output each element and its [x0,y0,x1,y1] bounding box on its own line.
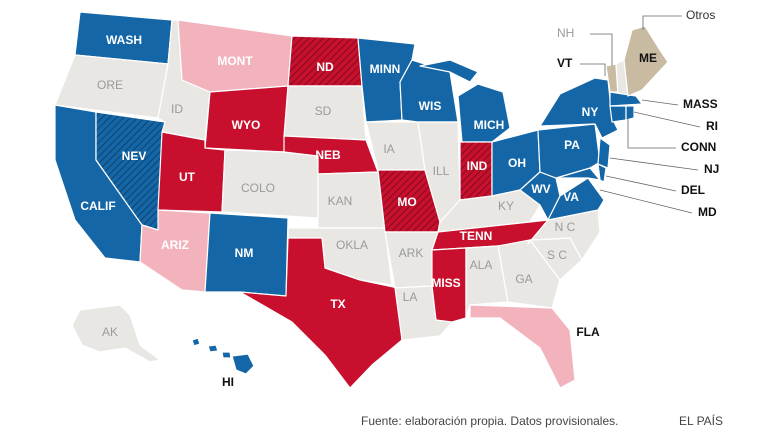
callout-del: DEL [681,183,705,197]
state-ma [609,91,643,107]
state-nj [597,137,611,169]
label-al: ALA [470,258,493,272]
footer-brand: EL PAÍS [679,414,724,428]
label-oh: OH [508,156,526,170]
label-az: ARIZ [161,238,189,252]
label-or: ORE [97,78,123,92]
state-al [465,245,509,319]
label-pa: PA [564,138,580,152]
label-ks: KAN [328,194,353,208]
label-tx: TX [330,297,345,311]
label-wa: WASH [106,33,142,47]
state-hi-2 [207,344,219,353]
callout-conn: CONN [681,140,716,154]
callout-nh: NH [557,26,574,40]
callout-mass: MASS [683,97,718,111]
label-mn: MINN [370,62,401,76]
label-id: ID [171,102,183,116]
label-la: LA [403,290,418,304]
label-il: ILL [433,164,450,178]
label-nd: ND [316,60,334,74]
label-ak: AK [102,325,118,339]
label-mt: MONT [217,54,253,68]
state-fl [469,304,576,389]
callout-nj: NJ [704,162,719,176]
callout-vt: VT [557,56,573,70]
state-ak [71,304,161,363]
callout-md: MD [698,205,717,219]
state-hi-3 [221,351,232,359]
label-va: VA [563,190,579,204]
callout-others: Otros [686,8,715,22]
label-nv: NEV [122,149,147,163]
state-me [623,25,669,97]
label-ca: CALIF [80,199,115,213]
label-nc: N C [555,220,576,234]
label-mo: MO [397,195,416,209]
state-ri [625,105,635,121]
label-mi: MICH [474,118,505,132]
label-hi: HI [222,375,234,389]
label-ne: NEB [315,148,341,162]
state-mi [457,83,511,143]
label-ny: NY [582,105,599,119]
label-ok: OKLA [336,238,368,252]
label-in: IND [467,159,488,173]
label-fl: FLA [576,325,600,339]
callout-ri: RI [706,119,718,133]
state-tx [239,237,403,389]
label-ut: UT [179,170,196,184]
state-ga [497,239,561,309]
state-mi-up [419,59,479,83]
label-sd: SD [315,104,332,118]
label-sc: S C [547,248,567,262]
label-wy: WYO [232,118,261,132]
state-ct [609,105,627,123]
label-me: ME [639,51,657,65]
state-hi-4 [231,353,255,375]
label-tn: TENN [460,229,493,243]
label-ky: KY [498,199,514,213]
label-wv: WV [531,182,550,196]
label-co: COLO [241,181,275,195]
state-va [547,177,605,221]
label-ar: ARK [399,246,424,260]
label-ga: GA [515,272,532,286]
label-wi: WIS [419,99,442,113]
footer-source: Fuente: elaboración propia. Datos provis… [361,414,619,428]
label-nm: NM [235,246,254,260]
label-ia: IA [383,142,394,156]
state-hi-1 [191,337,201,347]
label-ms: MISS [431,276,460,290]
